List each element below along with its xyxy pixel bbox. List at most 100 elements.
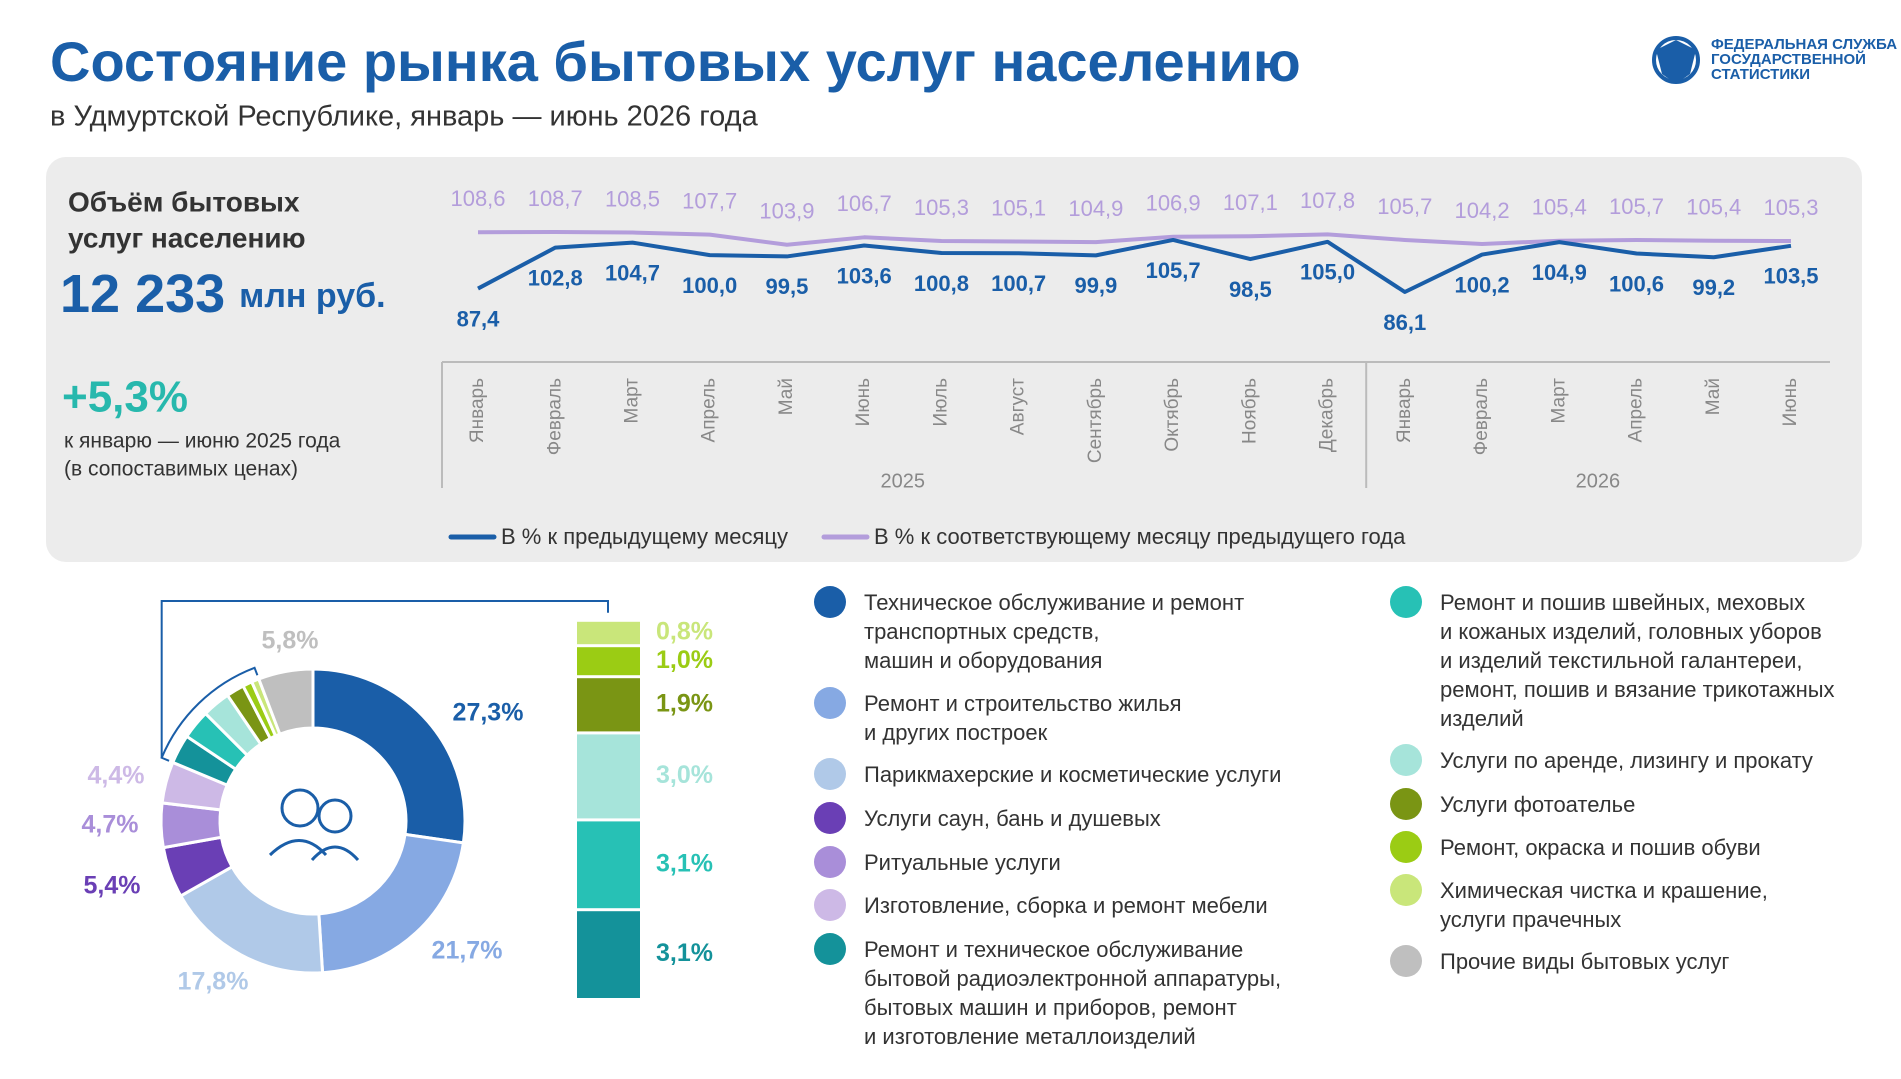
legend-label: В % к соответствующему месяцу предыдущег…: [874, 524, 1406, 549]
legend-item: Услуги саун, бань и душевых: [814, 802, 1161, 834]
legend-item: Ремонт и пошив швейных, меховых и кожаны…: [1390, 586, 1835, 733]
data-label: 105,7: [1377, 194, 1432, 219]
pie-slice: [311, 667, 467, 845]
legend-label: Ремонт и пошив швейных, меховых и кожаны…: [1440, 590, 1835, 731]
series-line: [477, 237, 1792, 294]
data-label: 21,7%: [432, 937, 503, 965]
data-label: 103,6: [837, 263, 892, 288]
legend-swatch: [814, 933, 846, 965]
logo: ФЕДЕРАЛЬНАЯ СЛУЖБА ГОСУДАРСТВЕННОЙ СТАТИ…: [1652, 36, 1897, 84]
x-tick-label: Август: [1008, 378, 1029, 435]
x-tick-label: Февраль: [1471, 378, 1492, 455]
legend-item: Ремонт, окраска и пошив обуви: [1390, 831, 1761, 863]
legend-label: Изготовление, сборка и ремонт мебели: [864, 893, 1268, 918]
x-tick-label: Июль: [930, 378, 951, 427]
data-label: 100,2: [1455, 272, 1510, 297]
legend-swatch: [814, 687, 846, 719]
legend-item: Ритуальные услуги: [814, 846, 1061, 878]
pie-slice: [256, 667, 315, 737]
legend-item: Техническое обслуживание и ремонт трансп…: [814, 586, 1244, 675]
data-label: 105,4: [1686, 195, 1741, 220]
legend-label: Химическая чистка и крашение, услуги пра…: [1440, 878, 1768, 932]
data-label: 4,4%: [88, 762, 145, 790]
data-label: 106,9: [1146, 191, 1201, 216]
logo-text: СТАТИСТИКИ: [1711, 66, 1810, 83]
data-label: 105,4: [1532, 195, 1587, 220]
legend-label: Услуги фотоателье: [1440, 792, 1636, 817]
x-tick-label: Декабрь: [1317, 378, 1338, 452]
detail-bar-segment: [577, 647, 640, 676]
data-label: 105,3: [914, 195, 969, 220]
pie-slice: [317, 832, 466, 975]
data-label: 100,7: [991, 271, 1046, 296]
unit: млн руб.: [239, 277, 385, 315]
data-label: 99,9: [1074, 273, 1117, 298]
data-label: 103,5: [1763, 264, 1818, 289]
legend-label: Прочие виды бытовых услуг: [1440, 949, 1730, 974]
legend-swatch: [1390, 874, 1422, 906]
data-label: 105,7: [1146, 258, 1201, 283]
logo-text: ФЕДЕРАЛЬНАЯ СЛУЖБА: [1711, 36, 1897, 53]
x-tick-label: Ноябрь: [1239, 378, 1260, 444]
legend-label: Ремонт и техническое обслуживание бытово…: [864, 937, 1282, 1049]
data-label: 4,7%: [82, 811, 139, 839]
legend-item: Ремонт и строительство жилья и других по…: [814, 687, 1182, 747]
data-label: 105,3: [1763, 195, 1818, 220]
legend-label: Парикмахерские и косметические услуги: [864, 762, 1282, 787]
legend-item: Химическая чистка и крашение, услуги пра…: [1390, 874, 1768, 934]
data-label: 87,4: [457, 306, 501, 331]
detail-bar-segment: [577, 621, 640, 645]
x-tick-label: Сентябрь: [1085, 378, 1106, 463]
data-label: 99,2: [1692, 275, 1735, 300]
x-tick-label: Апрель: [1626, 378, 1647, 443]
data-label: 100,6: [1609, 271, 1664, 296]
data-label: 108,5: [605, 186, 660, 211]
x-tick-label: Январь: [1394, 378, 1415, 443]
data-label: 105,0: [1300, 260, 1355, 285]
data-label: 104,9: [1532, 260, 1587, 285]
detail-bar-segment: [577, 911, 640, 998]
x-tick-label: Апрель: [699, 378, 720, 443]
x-tick-label: Октябрь: [1162, 378, 1183, 452]
legend-swatch: [814, 846, 846, 878]
data-label: 17,8%: [178, 968, 249, 996]
legend-swatch: [814, 758, 846, 790]
bracket: [160, 666, 259, 762]
detail-bar-segment: [577, 734, 640, 819]
data-label: 108,6: [450, 186, 505, 211]
data-label: 99,5: [766, 274, 809, 299]
x-tick-label: Май: [776, 378, 797, 415]
data-label: 108,7: [528, 186, 583, 211]
data-label: 105,1: [991, 195, 1046, 220]
summary-change: +5,3%: [62, 373, 188, 422]
data-label: 107,8: [1300, 188, 1355, 213]
legend-label: Ритуальные услуги: [864, 850, 1061, 875]
data-label: 27,3%: [453, 699, 524, 727]
icon-part: [280, 788, 320, 828]
title: Состояние рынка бытовых услуг населению: [50, 30, 1301, 93]
data-label: 105,7: [1609, 194, 1664, 219]
detail-label: 3,1%: [656, 939, 713, 967]
summary-title: Объём бытовых: [68, 186, 300, 217]
data-label: 107,1: [1223, 190, 1278, 215]
subtitle: в Удмуртской Республике, январь — июнь 2…: [50, 101, 759, 133]
legend-item: Изготовление, сборка и ремонт мебели: [814, 889, 1268, 921]
icon-part: [268, 839, 360, 862]
detail-bar-segment: [577, 821, 640, 909]
x-tick-label: Январь: [467, 378, 488, 443]
data-label: 100,8: [914, 271, 969, 296]
legend-swatch: [814, 586, 846, 618]
detail-label: 3,1%: [656, 849, 713, 877]
x-tick-label: Март: [1548, 378, 1569, 424]
x-tick-label: Февраль: [544, 378, 565, 455]
detail-label: 0,8%: [656, 618, 713, 646]
legend-label: Ремонт и строительство жилья и других по…: [864, 691, 1182, 745]
group-label: 2026: [1576, 470, 1621, 492]
data-label: 107,7: [682, 188, 737, 213]
legend-swatch: [1390, 788, 1422, 820]
data-label: 102,8: [528, 265, 583, 290]
logo-emblem: [1656, 40, 1696, 84]
legend-swatch: [1390, 831, 1422, 863]
